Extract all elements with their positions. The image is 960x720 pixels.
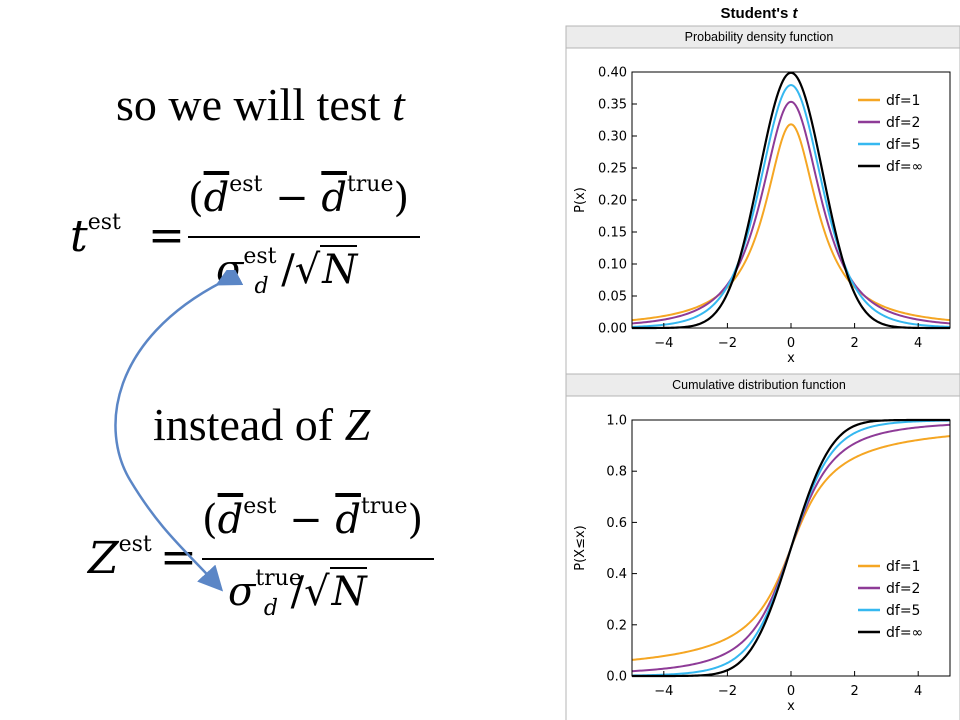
heading-test-t-var: t xyxy=(391,79,405,130)
pdf-ytick-label-5: 0.25 xyxy=(598,162,627,177)
cdf-xtick-label-4: 4 xyxy=(914,684,922,699)
z-d-est-sup: est xyxy=(243,494,277,519)
z-slash: / xyxy=(290,569,305,615)
pdf-axes-frame xyxy=(631,71,951,329)
cdf-legend-label-0: df=1 xyxy=(886,559,920,575)
pdf-series-2-line xyxy=(631,84,951,328)
pdf-xtick-label-0: −4 xyxy=(654,336,673,351)
cdf-ytick-label-2: 0.4 xyxy=(606,567,627,582)
cdf-ytick-label-5: 1.0 xyxy=(606,414,627,429)
heading-instead-var: Z xyxy=(344,399,371,450)
z-denominator: σtrued /√N xyxy=(228,566,367,621)
pdf-series-1-line xyxy=(631,100,951,325)
curved-arrow xyxy=(114,270,244,592)
cdf-legend-label-1: df=2 xyxy=(886,581,920,597)
t-fraction-bar xyxy=(188,236,420,238)
t-est-lhs: test xyxy=(70,210,121,262)
cdf-xtick-label-2: 0 xyxy=(787,684,795,699)
cdf-xlabel: x xyxy=(787,699,795,714)
d-est-sup: est xyxy=(229,172,263,197)
cdf-xtick-label-1: −2 xyxy=(718,684,737,699)
t-est-formula: test = (dest − dtrue) σestd /√N xyxy=(70,160,430,300)
heading-test-t-prefix: so we will test xyxy=(116,79,392,130)
pdf-xtick-label-4: 4 xyxy=(914,336,922,351)
z-minus-sign: − xyxy=(289,497,323,543)
d-true-symbol: d xyxy=(321,175,347,221)
t-symbol: t xyxy=(70,211,88,262)
pdf-ytick-label-2: 0.10 xyxy=(598,258,627,273)
pdf-xtick-label-3: 2 xyxy=(850,336,858,351)
students-t-figure: Student's t Probability density function 0… xyxy=(558,0,960,720)
pdf-ytick-label-7: 0.35 xyxy=(598,98,627,113)
cdf-panel-frame xyxy=(565,395,960,720)
pdf-series-3-line xyxy=(632,71,950,330)
pdf-legend-label-0: df=1 xyxy=(886,93,920,109)
pdf-ytick-label-8: 0.40 xyxy=(598,66,627,81)
pdf-legend-label-1: df=2 xyxy=(886,115,920,131)
z-fraction-bar xyxy=(202,558,434,560)
sigma-sub-d: d xyxy=(254,274,269,299)
pdf-ytick-label-0: 0.00 xyxy=(598,322,627,337)
arrow-path xyxy=(114,270,244,592)
z-est-lhs: Zest xyxy=(88,532,152,584)
z-sqrt-sign: √ xyxy=(304,569,330,615)
t-numerator: (dest − dtrue) xyxy=(188,172,410,221)
pdf-xtick-label-2: 0 xyxy=(787,336,795,351)
t-equals-sign: = xyxy=(148,210,185,261)
z-d-true-sup: true xyxy=(360,494,408,519)
cdf-ytick-label-3: 0.6 xyxy=(606,516,627,531)
chart-svg: Student's t Probability density function 0… xyxy=(565,5,960,720)
pdf-ytick-label-3: 0.15 xyxy=(598,226,627,241)
z-symbol: Z xyxy=(88,533,119,584)
pdf-series-0-line xyxy=(631,123,951,322)
chart-suptitle-text: Student's xyxy=(721,5,793,22)
cdf-legend-label-2: df=5 xyxy=(886,603,920,619)
cdf-ytick-label-0: 0.0 xyxy=(606,670,627,685)
cdf-xtick-label-0: −4 xyxy=(654,684,673,699)
pdf-ytick-label-4: 0.20 xyxy=(598,194,627,209)
sqrt-sign: √ xyxy=(294,247,321,293)
pdf-legend-label-2: df=5 xyxy=(886,137,920,153)
cdf-ytick-label-1: 0.2 xyxy=(606,618,627,633)
z-sigma-sub-d: d xyxy=(263,596,278,621)
z-d-true-symbol: d xyxy=(335,497,361,543)
pdf-ytick-label-1: 0.05 xyxy=(598,290,627,305)
pdf-title: Probability density function xyxy=(685,30,834,44)
sigma-est-sup: est xyxy=(243,244,277,269)
pdf-xtick-label-1: −2 xyxy=(718,336,737,351)
heading-test-t: so we will test t xyxy=(116,78,405,131)
d-true-sup: true xyxy=(346,172,394,197)
cdf-xtick-label-3: 2 xyxy=(850,684,858,699)
pdf-ytick-label-6: 0.30 xyxy=(598,130,627,145)
z-sigma-true-sup: true xyxy=(255,566,302,591)
t-est-superscript: est xyxy=(87,210,121,235)
d-est-symbol: d xyxy=(203,175,230,221)
pdf-xlabel: x xyxy=(787,351,795,366)
chart-suptitle: Student's t xyxy=(721,5,799,22)
n-symbol: N xyxy=(320,245,358,293)
minus-sign: − xyxy=(275,175,309,221)
slash: / xyxy=(281,247,295,293)
cdf-ylabel: P(X≤x) xyxy=(573,525,588,570)
pdf-legend-label-3: df=∞ xyxy=(886,159,923,175)
cdf-legend-label-3: df=∞ xyxy=(886,625,923,641)
z-est-superscript: est xyxy=(118,532,152,557)
cdf-title: Cumulative distribution function xyxy=(672,378,846,392)
t-denominator: σestd /√N xyxy=(216,244,358,299)
z-n-symbol: N xyxy=(329,567,367,615)
pdf-ylabel: P(x) xyxy=(573,187,588,213)
cdf-ytick-label-4: 0.8 xyxy=(606,465,627,480)
chart-suptitle-var: t xyxy=(792,5,798,22)
